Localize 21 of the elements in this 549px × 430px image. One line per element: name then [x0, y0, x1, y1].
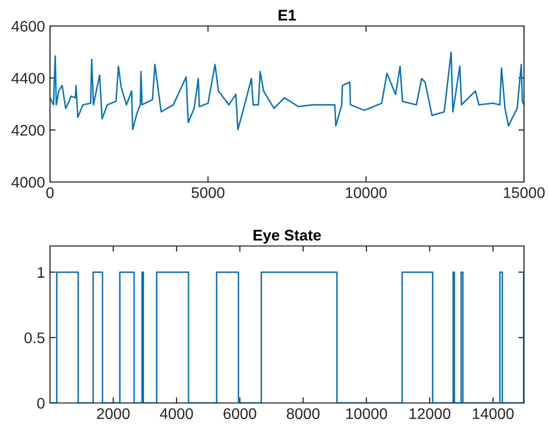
y-tick-label: 4400: [12, 72, 45, 84]
x-tick-label: 10000: [346, 187, 387, 198]
chart-title: E1: [278, 10, 296, 20]
x-tick-label: 4000: [160, 408, 193, 420]
y-tick-label: 0: [37, 398, 45, 409]
x-tick-label: 5000: [192, 187, 224, 198]
x-tick-label: 2000: [97, 408, 130, 420]
x-tick-label: 0: [46, 187, 54, 198]
x-tick-label: 10000: [346, 408, 388, 420]
x-tick-label: 14000: [472, 408, 514, 420]
y-tick-label: 0.5: [24, 332, 44, 344]
x-tick-label: 6000: [224, 408, 256, 420]
y-tick-label: 4600: [12, 20, 45, 32]
y-tick-label: 1: [38, 267, 44, 278]
x-tick-label: 15000: [504, 187, 545, 198]
chart-title: Eye State: [254, 230, 321, 244]
y-tick-label: 4000: [12, 176, 45, 188]
y-tick-label: 4200: [12, 124, 45, 136]
line-series: [50, 52, 524, 130]
x-tick-label: 12000: [410, 408, 450, 420]
x-tick-label: 8000: [286, 408, 320, 420]
